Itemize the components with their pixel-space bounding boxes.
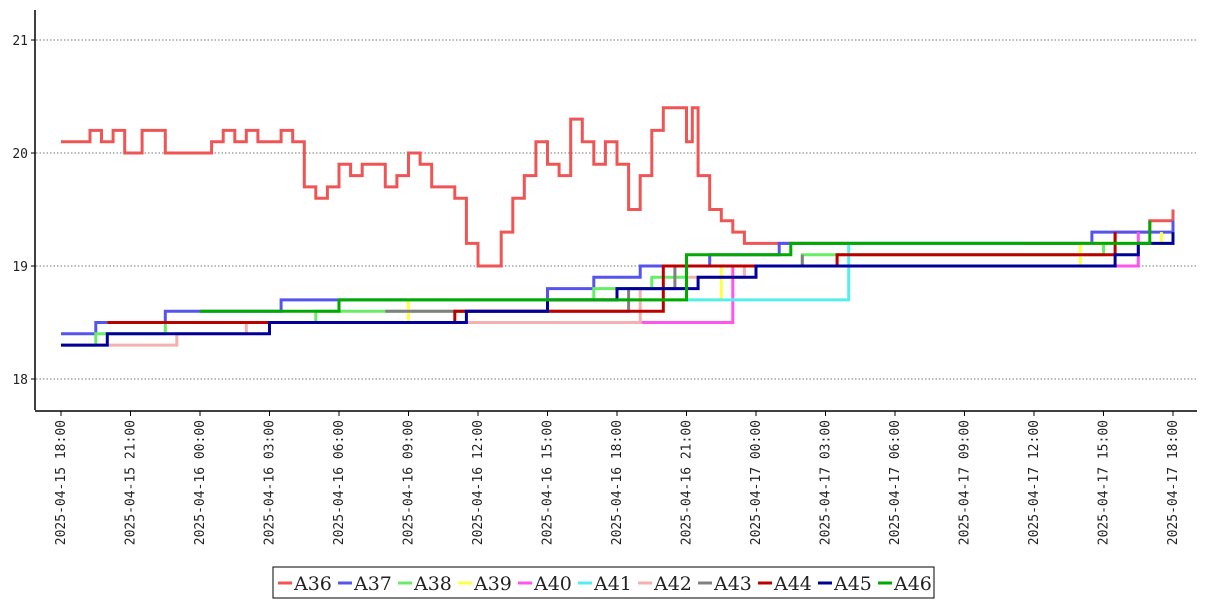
- x-tick-label: 2025-04-16 00:00: [193, 420, 208, 545]
- x-tick-label: 2025-04-16 21:00: [680, 420, 695, 545]
- legend-label-A44: A44: [773, 573, 812, 595]
- series-lines: [61, 106, 1175, 347]
- x-tick-label: 2025-04-17 03:00: [819, 420, 834, 545]
- legend-label-A46: A46: [893, 573, 932, 595]
- legend-label-A41: A41: [593, 573, 632, 595]
- legend-label-A37: A37: [353, 573, 392, 595]
- series-line-A37: [61, 220, 1175, 336]
- y-gridlines: [36, 39, 1197, 380]
- legend-label-A45: A45: [833, 573, 872, 595]
- y-tick-label: 20: [12, 147, 28, 162]
- x-axis-ticks: 2025-04-15 18:00 2025-04-15 21:00 2025-04-…: [54, 411, 1181, 545]
- legend-label-A42: A42: [653, 573, 692, 595]
- y-axis-ticks: 18 19 20 21: [12, 34, 35, 388]
- legend-label-A40: A40: [533, 573, 572, 595]
- x-tick-label: 2025-04-16 12:00: [471, 420, 486, 545]
- legend-label-A43: A43: [713, 573, 752, 595]
- legend-label-A38: A38: [413, 573, 452, 595]
- x-tick-label: 2025-04-15 18:00: [54, 420, 69, 545]
- x-tick-label: 2025-04-16 06:00: [332, 420, 347, 545]
- x-tick-label: 2025-04-17 15:00: [1097, 420, 1112, 545]
- x-tick-label: 2025-04-16 15:00: [541, 420, 556, 545]
- series-line-A45: [61, 232, 1175, 347]
- x-tick-label: 2025-04-16 03:00: [263, 420, 278, 545]
- series-line-A46: [200, 220, 1152, 313]
- x-tick-label: 2025-04-17 18:00: [1166, 420, 1181, 545]
- x-tick-label: 2025-04-16 09:00: [402, 420, 417, 545]
- x-tick-label: 2025-04-17 00:00: [749, 420, 764, 545]
- y-tick-label: 19: [12, 260, 28, 275]
- legend-label-A39: A39: [473, 573, 512, 595]
- x-tick-label: 2025-04-17 06:00: [888, 420, 903, 545]
- series-line-A36: [61, 106, 1175, 268]
- x-tick-label: 2025-04-17 09:00: [958, 420, 973, 545]
- x-tick-label: 2025-04-17 12:00: [1027, 420, 1042, 545]
- legend: A36 A37 A38 A39 A40 A41 A42 A43 A44 A45 A46: [272, 566, 935, 599]
- y-tick-label: 21: [12, 34, 28, 49]
- legend-label-A36: A36: [293, 573, 332, 595]
- y-tick-label: 18: [12, 373, 28, 388]
- x-tick-label: 2025-04-15 21:00: [124, 420, 139, 545]
- x-tick-label: 2025-04-16 18:00: [610, 420, 625, 545]
